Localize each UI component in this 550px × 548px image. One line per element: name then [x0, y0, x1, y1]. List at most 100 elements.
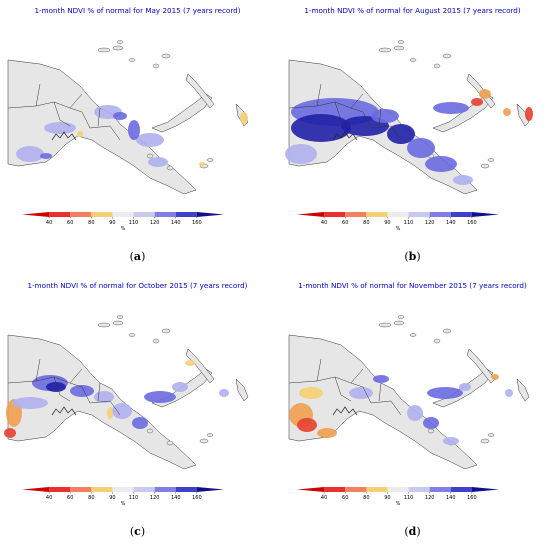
- admin-border: [362, 111, 372, 129]
- panel-title-a: 1-month NDVI % of normal for May 2015 (7…: [34, 6, 241, 15]
- colorbar-segment: [154, 212, 176, 217]
- small-island: [442, 328, 452, 334]
- ndvi-anomaly-patch: [425, 156, 457, 172]
- landmass-new-ireland: [466, 348, 496, 384]
- colorbar-segment: [324, 487, 346, 492]
- small-island: [116, 40, 124, 44]
- colorbar-tick-label: 60: [342, 220, 348, 226]
- small-island: [152, 338, 160, 344]
- coastline-detail: [51, 131, 77, 141]
- coastline-detail: [332, 131, 358, 141]
- ndvi-anomaly-patch: [112, 403, 132, 419]
- ndvi-anomaly-patch: [459, 383, 471, 391]
- colorbar-tick-label: 140: [446, 495, 456, 501]
- colorbar-tick-label: 90: [109, 220, 115, 226]
- ndvi-anomaly-patch: [505, 389, 513, 397]
- ndvi-map-d: 40 60 80 90 110 120 140 160%: [288, 315, 530, 507]
- coastline-detail: [51, 406, 77, 416]
- ndvi-anomaly-patch: [40, 153, 52, 159]
- landmass-new-ireland: [185, 348, 215, 384]
- ndvi-anomaly-patch: [199, 162, 205, 166]
- colorbar-tick-label: 80: [363, 220, 369, 226]
- ndvi-anomaly-patch: [44, 122, 76, 134]
- ndvi-anomaly-patch: [240, 112, 248, 124]
- admin-border: [334, 101, 352, 127]
- ndvi-anomaly-patch: [433, 102, 469, 114]
- ndvi-anomaly-patch: [46, 382, 66, 392]
- ndvi-anomaly-patch: [128, 120, 140, 140]
- ndvi-anomaly-patch: [453, 175, 473, 185]
- colorbar-segment: [70, 487, 92, 492]
- colorbar-segment: [133, 212, 155, 217]
- admin-border: [109, 125, 121, 141]
- admin-border: [89, 125, 111, 129]
- ndvi-anomaly-patch: [299, 387, 323, 399]
- panel-label-d: (d): [404, 525, 421, 538]
- ndvi-anomaly-patch: [113, 112, 127, 120]
- admin-border: [378, 382, 382, 402]
- panel-label-b: (b): [404, 250, 421, 263]
- small-island: [161, 328, 171, 334]
- colorbar-segment: [91, 212, 113, 217]
- colorbar-segment: [408, 212, 430, 217]
- colorbar-tick-label: 60: [342, 495, 348, 501]
- landmass-bougainville: [516, 103, 530, 127]
- colorbar-segment: [70, 212, 92, 217]
- ndvi-anomaly-patch: [371, 109, 399, 123]
- colorbar-tick-label: 90: [384, 495, 390, 501]
- small-island: [166, 165, 174, 171]
- colorbar-segment: [324, 212, 346, 217]
- map-panel-d: 1-month NDVI % of normal for November 20…: [275, 275, 550, 548]
- colorbar-segment: [49, 212, 71, 217]
- panel-label-a: (a): [129, 250, 146, 263]
- landmass-bougainville: [235, 378, 249, 402]
- ndvi-anomaly-patch: [136, 133, 164, 147]
- ndvi-anomaly-patch: [185, 360, 195, 366]
- map-group: [288, 315, 530, 470]
- admin-border: [370, 125, 392, 129]
- landmass-new-ireland: [185, 73, 215, 109]
- ndvi-anomaly-patch: [407, 405, 423, 421]
- colorbar-segment: [297, 487, 325, 492]
- small-island: [166, 440, 174, 446]
- colorbar: 40 60 80 90 110 120 140 160%: [22, 487, 224, 507]
- colorbar-tick-label: 110: [404, 495, 414, 501]
- ndvi-anomaly-patch: [491, 374, 499, 380]
- colorbar-tick-label: 160: [467, 220, 477, 226]
- colorbar-segment: [471, 212, 499, 217]
- small-island: [199, 438, 209, 444]
- admin-border: [390, 400, 402, 416]
- colorbar-segment: [366, 212, 388, 217]
- ndvi-anomaly-patch: [423, 417, 439, 429]
- admin-border: [35, 358, 41, 382]
- colorbar-unit: %: [396, 226, 401, 232]
- ndvi-anomaly-patch: [427, 387, 463, 399]
- panel-title-b: 1-month NDVI % of normal for August 2015…: [304, 6, 521, 15]
- ndvi-anomaly-patch: [94, 391, 114, 403]
- colorbar-tick-label: 140: [171, 220, 181, 226]
- small-island: [393, 45, 405, 51]
- small-island: [112, 320, 124, 326]
- panel-title-d: 1-month NDVI % of normal for November 20…: [298, 281, 527, 290]
- admin-border: [316, 358, 322, 382]
- small-island: [161, 53, 171, 59]
- admin-border: [334, 376, 352, 402]
- colorbar-segment: [112, 212, 134, 217]
- map-group: [4, 315, 249, 470]
- colorbar-segment: [450, 487, 472, 492]
- colorbar-tick-label: 80: [88, 220, 94, 226]
- ndvi-anomaly-patch: [77, 131, 83, 137]
- ndvi-anomaly-patch: [503, 108, 511, 116]
- admin-border: [97, 382, 101, 402]
- small-island: [433, 63, 441, 69]
- colorbar-tick-label: 60: [67, 220, 73, 226]
- landmass-bougainville: [516, 378, 530, 402]
- small-island: [442, 53, 452, 59]
- colorbar-tick-label: 40: [321, 220, 327, 226]
- admin-border: [109, 400, 121, 416]
- colorbar: 40 60 80 90 110 120 140 160%: [297, 212, 499, 232]
- colorbar-tick-label: 140: [446, 220, 456, 226]
- map-panel-b: 1-month NDVI % of normal for August 2015…: [275, 0, 550, 273]
- colorbar-tick-label: 60: [67, 495, 73, 501]
- map-panel-c: 1-month NDVI % of normal for October 201…: [0, 275, 275, 548]
